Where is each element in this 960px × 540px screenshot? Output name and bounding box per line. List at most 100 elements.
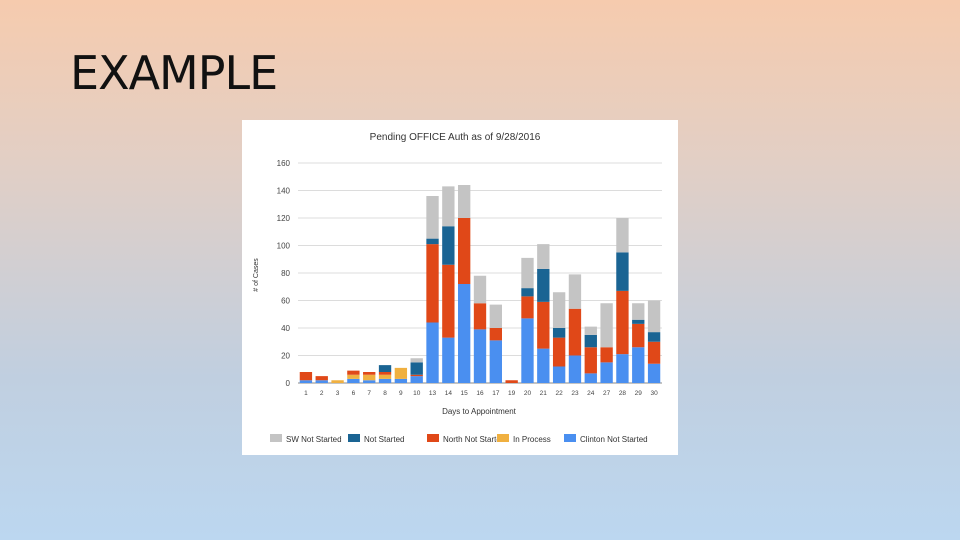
- bar-segment: [537, 348, 550, 383]
- bar-segment: [600, 347, 613, 363]
- bar-segment: [378, 374, 392, 379]
- bar-segment: [299, 372, 313, 381]
- legend-label: In Process: [513, 435, 551, 444]
- bar-segment: [616, 218, 629, 253]
- bar-segment: [632, 323, 645, 348]
- bar-segment: [537, 244, 550, 269]
- bar-segment: [552, 292, 566, 328]
- legend: SW Not Started Not Started North Not Start…: [270, 434, 648, 444]
- bar-segment: [568, 355, 582, 383]
- bar-segment: [473, 275, 487, 304]
- x-tick-label: 3: [336, 390, 340, 397]
- slide-title: EXAMPLE: [70, 46, 278, 100]
- stacked-bar-chart: Pending OFFICE Auth as of 9/28/2016 0 20 4…: [253, 132, 662, 444]
- bar-segment: [410, 376, 423, 383]
- y-tick-label: 80: [281, 269, 290, 278]
- bar-segment: [442, 186, 455, 227]
- bar-segment: [537, 301, 550, 349]
- bar-segment: [584, 334, 597, 348]
- x-tick-label: 13: [429, 390, 437, 397]
- bar-segment: [552, 328, 566, 338]
- bar-segment: [426, 322, 439, 383]
- x-tick-label: 19: [508, 390, 516, 397]
- legend-swatch: [348, 434, 360, 442]
- y-tick-label: 160: [277, 159, 291, 168]
- bars: [299, 185, 661, 383]
- x-tick-label: 21: [540, 390, 548, 397]
- x-tick-label: 22: [556, 390, 564, 397]
- bar-segment: [458, 284, 471, 383]
- x-tick-label: 10: [413, 390, 421, 397]
- bar-segment: [600, 362, 613, 383]
- y-tick-labels: 0 20 40 60 80 100 120 140 160: [277, 159, 291, 388]
- x-tick-labels: 1 2 3 6 7 8 9 10 13 14 15 16 17 19 20 21 22 23 24 27 28 29 30: [304, 390, 658, 397]
- x-tick-label: 14: [445, 390, 453, 397]
- bar-segment: [378, 365, 392, 372]
- bar-segment: [537, 268, 550, 302]
- bar-segment: [331, 380, 344, 383]
- bar-segment: [647, 363, 661, 383]
- chart-card: Pending OFFICE Auth as of 9/28/2016 0 20 4…: [242, 120, 678, 455]
- y-tick-label: 100: [277, 242, 291, 251]
- bar-segment: [552, 366, 566, 383]
- grid-lines: [298, 162, 662, 384]
- y-tick-label: 20: [281, 352, 290, 361]
- bar-segment: [347, 378, 360, 383]
- x-tick-label: 15: [461, 390, 469, 397]
- bar-segment: [410, 362, 423, 375]
- bar-segment: [584, 326, 597, 335]
- bar-segment: [473, 329, 487, 383]
- bar-segment: [315, 380, 328, 383]
- x-tick-label: 2: [320, 390, 324, 397]
- bar-segment: [363, 374, 376, 381]
- bar-segment: [442, 264, 455, 338]
- bar-segment: [363, 372, 376, 375]
- x-tick-label: 23: [571, 390, 579, 397]
- bar-segment: [410, 374, 423, 377]
- bar-segment: [473, 303, 487, 330]
- bar-segment: [568, 274, 582, 309]
- x-axis-label: Days to Appointment: [442, 407, 517, 416]
- chart-title: Pending OFFICE Auth as of 9/28/2016: [370, 132, 541, 143]
- legend-swatch: [497, 434, 509, 442]
- x-tick-label: 17: [492, 390, 500, 397]
- bar-segment: [426, 238, 439, 245]
- legend-swatch: [270, 434, 282, 442]
- bar-segment: [426, 196, 439, 239]
- bar-segment: [458, 185, 471, 218]
- y-tick-label: 40: [281, 324, 290, 333]
- legend-label: Clinton Not Started: [580, 435, 648, 444]
- x-tick-label: 6: [352, 390, 356, 397]
- bar-segment: [521, 257, 534, 289]
- bar-segment: [299, 380, 313, 383]
- bar-segment: [442, 226, 455, 265]
- bar-segment: [394, 367, 408, 379]
- bar-segment: [347, 374, 360, 379]
- y-tick-label: 0: [286, 379, 291, 388]
- legend-swatch: [564, 434, 576, 442]
- bar-segment: [616, 252, 629, 291]
- x-tick-label: 7: [367, 390, 371, 397]
- y-tick-label: 120: [277, 214, 291, 223]
- bar-segment: [552, 337, 566, 367]
- bar-segment: [489, 304, 502, 328]
- x-tick-label: 24: [587, 390, 595, 397]
- x-tick-label: 20: [524, 390, 532, 397]
- x-tick-label: 30: [650, 390, 658, 397]
- bar-segment: [378, 372, 392, 375]
- y-tick-label: 60: [281, 297, 290, 306]
- bar-segment: [616, 354, 629, 383]
- legend-swatch: [427, 434, 439, 442]
- bar-segment: [584, 347, 597, 374]
- bar-segment: [363, 380, 376, 383]
- bar-segment: [442, 337, 455, 383]
- bar-segment: [521, 296, 534, 319]
- bar-segment: [489, 328, 502, 341]
- y-tick-label: 140: [277, 187, 291, 196]
- bar-segment: [616, 290, 629, 355]
- bar-segment: [647, 341, 661, 364]
- y-axis-label: # of Cases: [253, 258, 260, 292]
- x-tick-label: 1: [304, 390, 308, 397]
- x-tick-label: 16: [476, 390, 484, 397]
- bar-segment: [315, 376, 328, 381]
